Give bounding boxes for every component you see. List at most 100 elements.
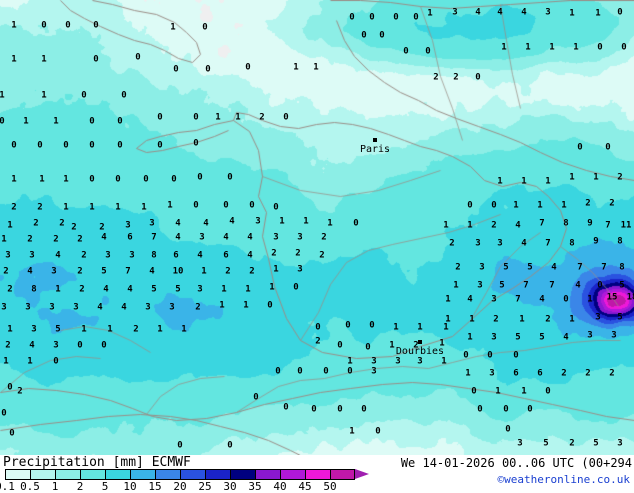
grid-value: 2	[259, 112, 265, 123]
grid-value: 3	[479, 262, 485, 273]
grid-value: 1	[595, 8, 601, 19]
grid-value: 4	[27, 266, 33, 277]
grid-value: 3	[395, 356, 401, 367]
grid-value: 0	[193, 138, 199, 149]
color-swatch-50	[330, 469, 355, 480]
tick-label-5: 5	[101, 480, 109, 493]
grid-value: 0	[121, 90, 127, 101]
grid-value: 2	[545, 314, 551, 325]
grid-value: 1	[393, 322, 399, 333]
grid-value: 8	[569, 238, 575, 249]
grid-value: 1	[115, 202, 121, 213]
tick-label-15: 15	[148, 480, 162, 493]
product-title: Precipitation [mm] ECMWF	[3, 455, 191, 470]
grid-value: 0	[323, 366, 329, 377]
grid-value: 7	[545, 238, 551, 249]
grid-value: 3	[617, 438, 623, 449]
grid-value: 2	[569, 438, 575, 449]
tick-label-50: 50	[323, 480, 337, 493]
grid-value: 0	[337, 340, 343, 351]
grid-value: 4	[515, 220, 521, 231]
grid-value: 0	[503, 404, 509, 415]
grid-value: 4	[521, 238, 527, 249]
grid-value: 1	[0, 90, 5, 101]
grid-value: 0	[177, 440, 183, 451]
grid-value: 2	[133, 324, 139, 335]
grid-value: 0	[89, 174, 95, 185]
grid-value: 0	[345, 320, 351, 331]
grid-value: 5	[151, 284, 157, 295]
grid-value: 0	[249, 200, 255, 211]
grid-value: 0	[605, 142, 611, 153]
grid-value: 0	[227, 172, 233, 183]
color-swatch-40	[280, 469, 305, 480]
grid-value: 1	[170, 22, 176, 33]
grid-value: 5	[619, 280, 625, 291]
grid-value: 3	[545, 7, 551, 18]
grid-value: 8	[619, 262, 625, 273]
grid-value: 0	[545, 386, 551, 397]
grid-value: 0	[577, 142, 583, 153]
grid-value: 3	[197, 284, 203, 295]
grid-value: 0	[365, 342, 371, 353]
grid-value: 0	[463, 350, 469, 361]
grid-value: 2	[491, 220, 497, 231]
grid-value: 4	[149, 266, 155, 277]
grid-value: 0	[9, 428, 15, 439]
grid-value: 2	[33, 218, 39, 229]
grid-value: 1	[55, 284, 61, 295]
grid-value: 1	[469, 314, 475, 325]
grid-value: 4	[121, 302, 127, 313]
grid-value: 4	[55, 250, 61, 261]
grid-value: 2	[295, 248, 301, 259]
grid-value: 8	[617, 236, 623, 247]
grid-value: 2	[585, 368, 591, 379]
grid-value: 0	[563, 294, 569, 305]
grid-value: 3	[477, 280, 483, 291]
grid-value: 0	[267, 300, 273, 311]
grid-value: 1	[245, 284, 251, 295]
grid-value: 1	[11, 174, 17, 185]
legend-footer: Precipitation [mm] ECMWF 0.10.5125101520…	[0, 455, 634, 493]
copyright-link[interactable]: ©weatheronline.co.uk	[497, 473, 630, 486]
grid-value: 1	[201, 266, 207, 277]
grid-value: 2	[225, 266, 231, 277]
grid-value: 0	[361, 404, 367, 415]
grid-value: 7	[539, 218, 545, 229]
forecast-datetime: We 14-01-2026 00..06 UTC (00+294	[400, 456, 632, 470]
grid-value: 1	[53, 116, 59, 127]
grid-value: 3	[169, 302, 175, 313]
grid-value: 3	[273, 232, 279, 243]
grid-value: 0	[293, 282, 299, 293]
grid-value: 5	[499, 280, 505, 291]
precipitation-raster	[0, 0, 634, 455]
grid-value: 0	[135, 52, 141, 63]
grid-value: 5	[593, 438, 599, 449]
grid-value: 1	[11, 54, 17, 65]
grid-value: 2	[271, 248, 277, 259]
grid-value: 1	[525, 42, 531, 53]
grid-value: 4	[575, 280, 581, 291]
grid-value: 1	[545, 176, 551, 187]
grid-value: 1	[293, 62, 299, 73]
tick-label-1: 1	[51, 480, 59, 493]
grid-value: 2	[493, 314, 499, 325]
grid-value: 0	[77, 340, 83, 351]
grid-value: 3	[297, 264, 303, 275]
grid-value: 5	[539, 332, 545, 343]
grid-value: 2	[561, 368, 567, 379]
grid-value: 7	[577, 262, 583, 273]
grid-value: 3	[371, 366, 377, 377]
color-swatch-30	[230, 469, 255, 480]
grid-value: 3	[587, 330, 593, 341]
grid-value: 1	[465, 368, 471, 379]
grid-value: 4	[551, 262, 557, 273]
grid-value: 3	[25, 302, 31, 313]
grid-value: 3	[31, 324, 37, 335]
grid-value: 3	[105, 250, 111, 261]
grid-value: 1	[141, 202, 147, 213]
grid-value: 1	[593, 172, 599, 183]
grid-value: 3	[517, 438, 523, 449]
grid-value: 0	[471, 386, 477, 397]
